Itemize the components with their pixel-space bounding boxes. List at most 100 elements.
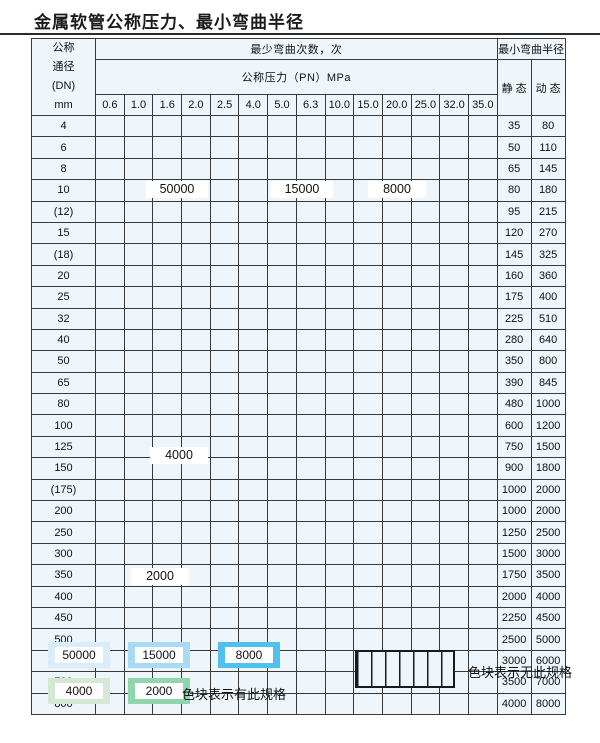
cell-unavailable [467,179,498,202]
pressure-col-header-11: 25.0 [410,93,441,117]
cell-unavailable [439,521,469,544]
cell-unavailable [267,393,297,416]
radius-static-cell: 80 [496,179,532,202]
cell-available [295,136,326,159]
radius-static-cell: 1000 [496,478,532,502]
radius-static-cell: 225 [496,307,532,330]
bend-count-label: 8000 [368,181,426,198]
cell-available [209,478,240,502]
cell-available [123,136,154,159]
table-row: 6 50 110 [31,136,566,159]
cell-unavailable [295,414,326,437]
legend-no-spec-text: 色块表示无此规格 [468,665,573,680]
cell-unavailable [439,564,469,587]
cell-unavailable [467,606,498,630]
cell-available [238,500,269,523]
cell-available [95,371,125,395]
radius-static-cell: 1500 [496,542,532,566]
cell-available [181,350,211,373]
cell-available [238,286,269,309]
cell-unavailable [410,692,441,715]
cell-unavailable [381,328,412,352]
cell-unavailable [439,585,469,608]
cell-available [209,371,240,395]
cell-unavailable [324,371,355,395]
cell-available [209,328,240,352]
cell-unavailable [410,457,441,480]
radius-dynamic-cell: 145 [530,157,566,181]
dn-cell: 400 [31,585,96,608]
cell-available [95,606,125,630]
cell-unavailable [324,350,355,373]
pressure-col-header-12: 32.0 [439,93,469,117]
cell-unavailable [410,585,441,608]
page-title: 金属软管公称压力、最小弯曲半径 [34,13,304,32]
cell-available [209,136,240,159]
cell-available [295,307,326,330]
cell-available [152,500,183,523]
cell-available [152,114,183,138]
cell-unavailable [467,585,498,608]
cell-available [209,179,240,202]
cell-unavailable [267,606,297,630]
cell-available [238,350,269,373]
cell-unavailable [267,521,297,544]
cell-unavailable [324,393,355,416]
cell-available [324,200,355,223]
radius-dynamic-cell: 510 [530,307,566,330]
table-row: 4 35 80 [31,114,566,138]
cell-available [267,221,297,245]
cell-unavailable [410,136,441,159]
radius-static-cell: 160 [496,264,532,288]
cell-available [467,114,498,138]
radius-static-cell: 3000 [496,649,532,673]
table-row: (12) 95 215 [31,200,566,223]
cell-unavailable [295,649,326,673]
cell-unavailable [381,500,412,523]
cell-unavailable [267,414,297,437]
radius-dynamic-cell: 2000 [530,478,566,502]
table-header: 公称 通径 (DN) mm 最少弯曲次数，次 最小弯曲半径 公称压力（PN）MP… [31,37,566,117]
cell-unavailable [381,371,412,395]
cell-available [238,243,269,266]
cell-available [181,542,211,566]
cell-unavailable [295,435,326,459]
cell-unavailable [324,478,355,502]
dn-header-line-3: mm [54,99,73,111]
cell-unavailable [410,435,441,459]
cell-unavailable [439,435,469,459]
cell-available [95,179,125,202]
cell-available [95,414,125,437]
cell-available [152,307,183,330]
cell-available [209,264,240,288]
cell-available [152,606,183,630]
cell-available [238,393,269,416]
cell-available [324,114,355,138]
cell-available [152,350,183,373]
cell-unavailable [439,350,469,373]
cell-unavailable [353,350,383,373]
cell-unavailable [467,649,498,673]
cell-available [381,200,412,223]
bend-count-label: 15000 [271,181,333,198]
cell-available [267,264,297,288]
radius-dynamic-cell: 360 [530,264,566,288]
cell-available [209,542,240,566]
table-row: 20 160 360 [31,264,566,288]
dn-cell: 100 [31,414,96,437]
cell-available [181,521,211,544]
cell-available [152,286,183,309]
cell-available [152,328,183,352]
cell-available [95,564,125,587]
cell-unavailable [381,286,412,309]
cell-unavailable [410,286,441,309]
radius-static-cell: 390 [496,371,532,395]
cell-available [238,328,269,352]
cell-unavailable [439,371,469,395]
cell-unavailable [410,371,441,395]
cell-available [152,200,183,223]
cell-available [295,221,326,245]
cell-unavailable [439,157,469,181]
dn-cell: 8 [31,157,96,181]
cell-unavailable [467,500,498,523]
